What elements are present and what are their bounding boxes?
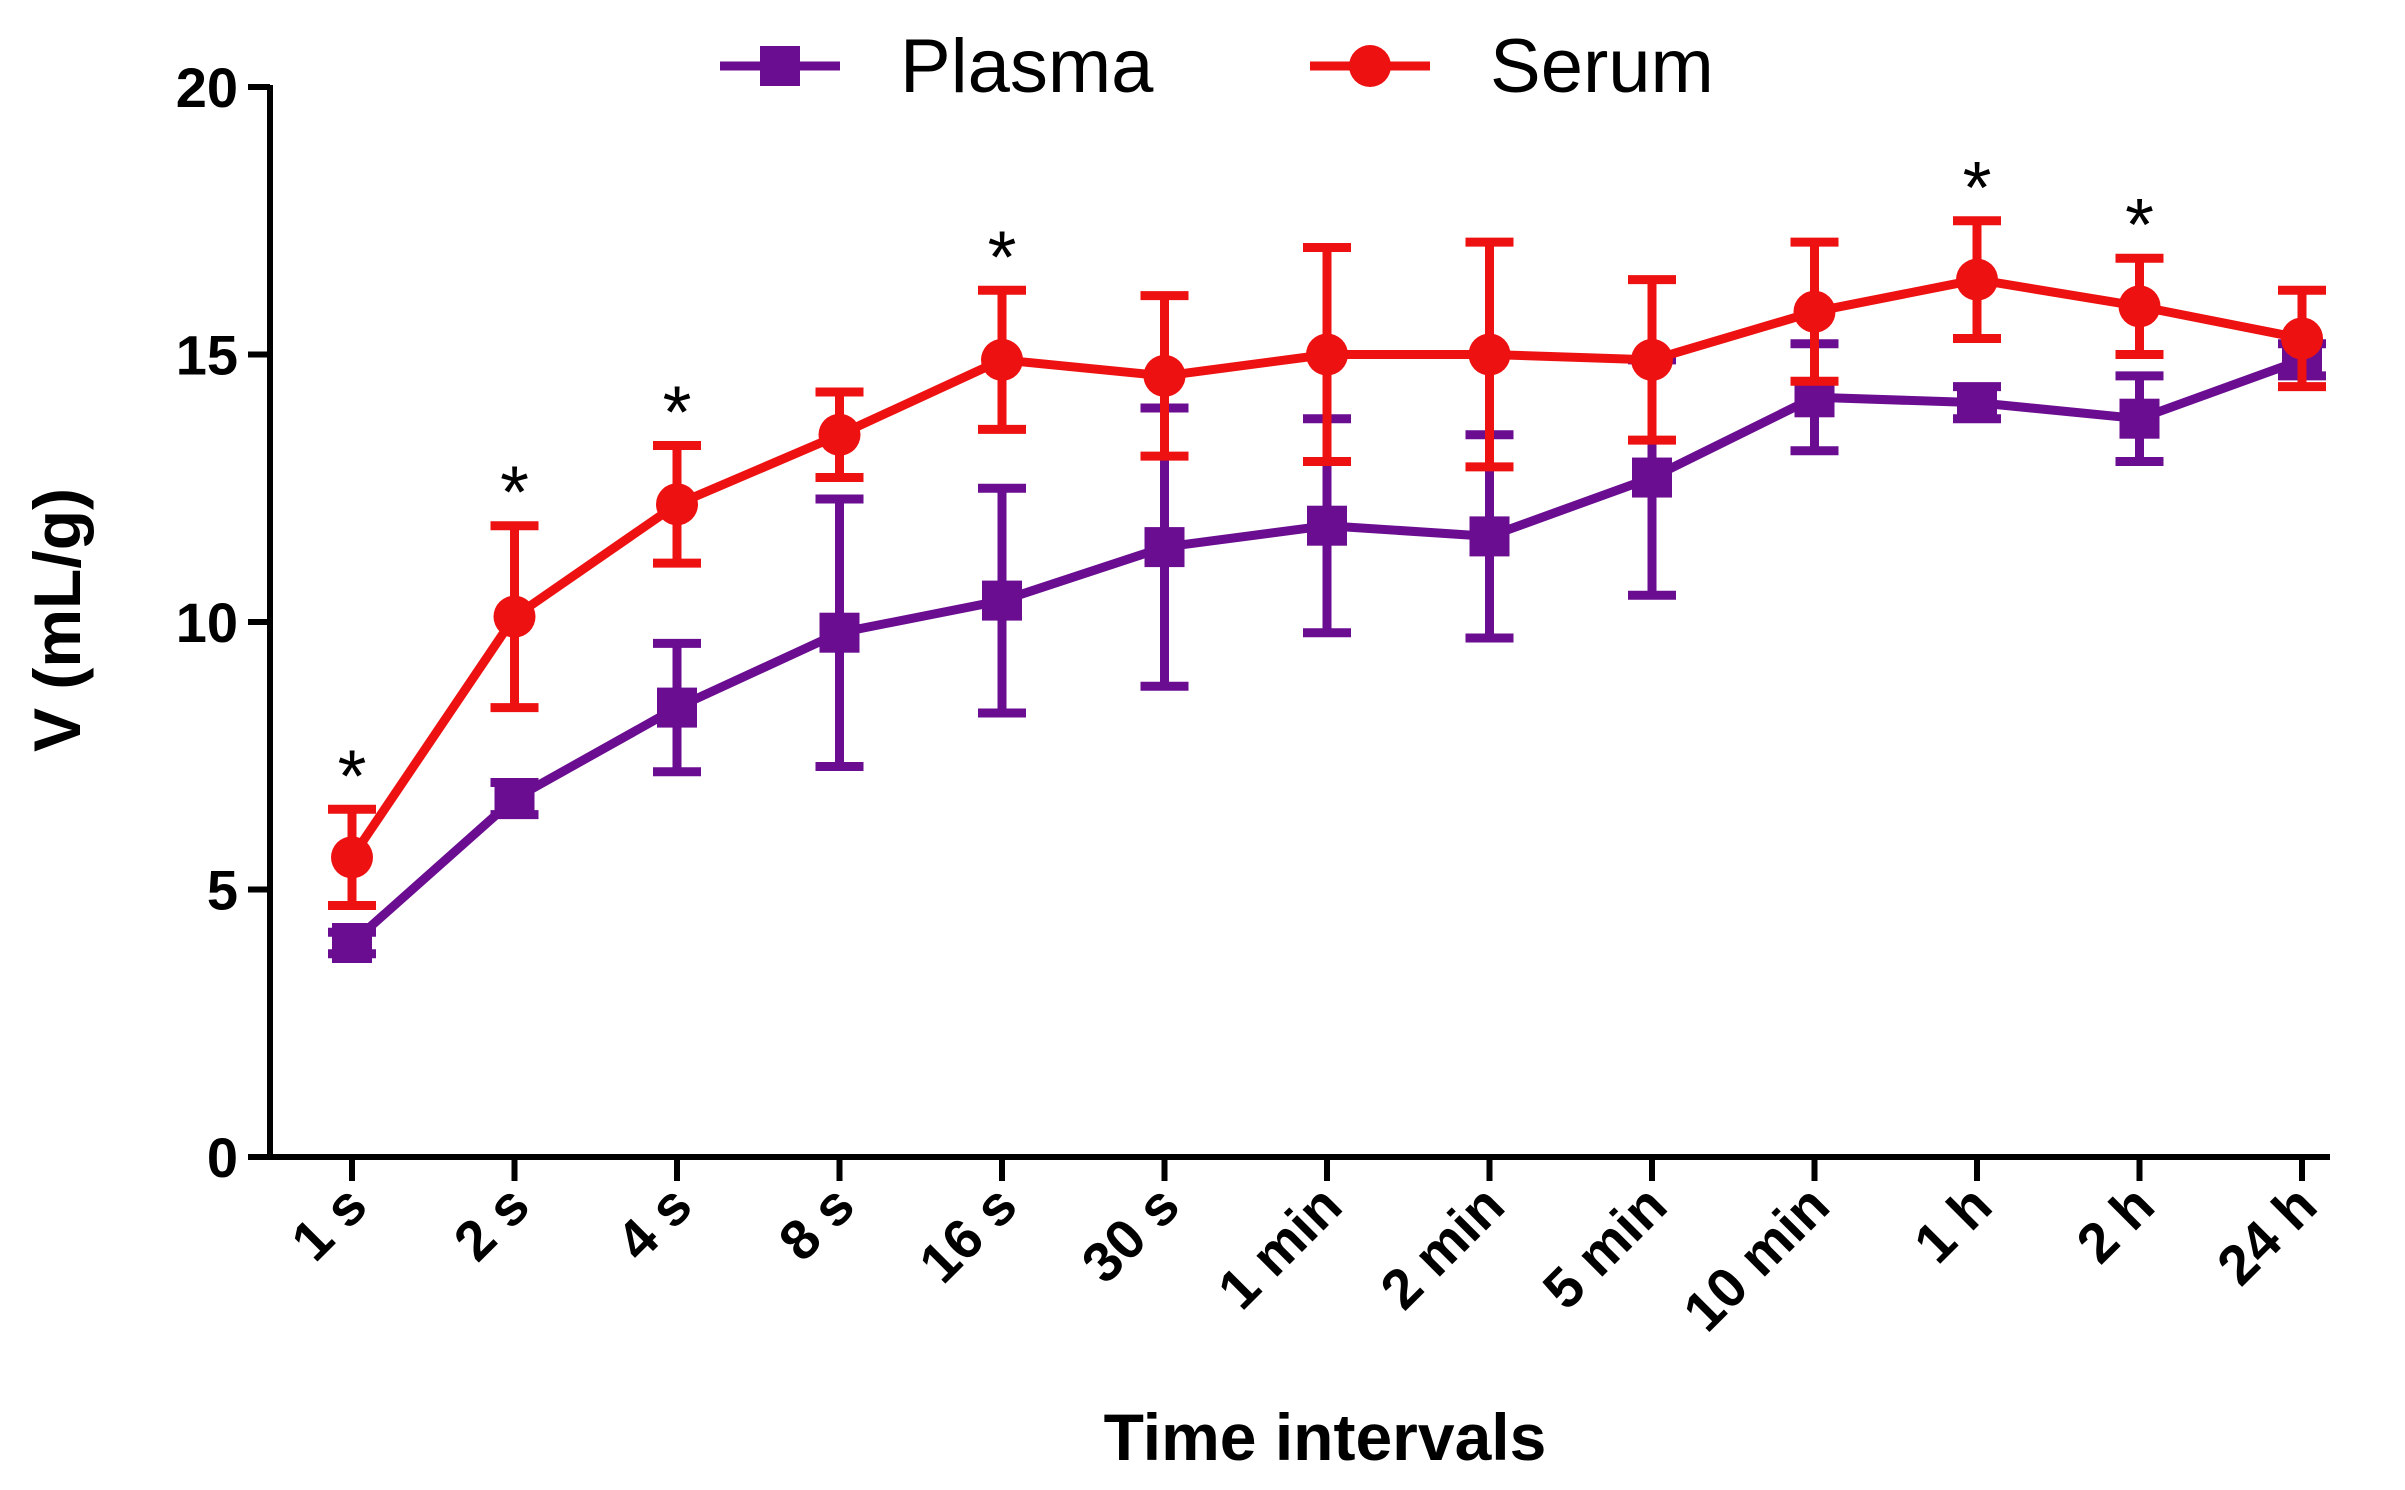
x-tick-label: 1 h <box>1902 1173 2004 1275</box>
x-tick-label: 2 h <box>2064 1173 2166 1275</box>
significance-mark: * <box>663 370 692 453</box>
data-point <box>1956 258 1998 301</box>
y-axis-title: V (mL/g) <box>20 488 94 752</box>
data-point <box>1306 333 1348 376</box>
significance-mark: * <box>2125 183 2154 266</box>
legend-label: Serum <box>1490 24 1714 109</box>
data-point <box>818 413 861 456</box>
data-point <box>2119 398 2160 439</box>
x-tick-label: 8 s <box>766 1173 866 1273</box>
data-point <box>332 923 372 963</box>
legend-marker <box>1349 45 1391 87</box>
x-tick-label: 10 min <box>1671 1173 1841 1343</box>
data-point <box>331 836 373 879</box>
legend-item-serum: Serum <box>1310 24 1714 109</box>
data-point <box>493 595 536 638</box>
data-point <box>2281 317 2323 360</box>
x-tick-label: 24 h <box>2205 1173 2329 1297</box>
y-tick-label: 15 <box>176 324 238 387</box>
data-point <box>494 778 535 819</box>
data-point <box>1307 505 1347 546</box>
data-point <box>1144 527 1185 568</box>
x-tick-label: 4 s <box>604 1173 704 1273</box>
data-point <box>981 338 1023 381</box>
legend-marker <box>760 46 800 86</box>
x-tick-label: 2 s <box>441 1173 541 1273</box>
data-point <box>982 580 1022 621</box>
significance-mark: * <box>1963 146 1992 229</box>
significance-mark: * <box>338 734 367 817</box>
y-tick-label: 10 <box>176 591 238 654</box>
series-serum <box>328 216 2326 911</box>
x-tick-label: 1 s <box>279 1173 379 1273</box>
significance-mark: * <box>500 451 529 534</box>
data-point <box>1631 338 1673 381</box>
significance-mark: * <box>988 215 1017 298</box>
data-point <box>1468 333 1511 376</box>
legend-label: Plasma <box>900 24 1154 109</box>
y-tick-label: 20 <box>176 56 238 119</box>
data-point <box>657 687 697 728</box>
data-point <box>656 483 698 526</box>
x-tick-label: 1 min <box>1206 1173 1354 1321</box>
legend-item-plasma: Plasma <box>720 24 1154 109</box>
data-point <box>1793 290 1836 333</box>
series-layer <box>328 216 2326 963</box>
x-tick-label: 5 min <box>1531 1173 1679 1321</box>
x-tick-label: 2 min <box>1368 1173 1516 1321</box>
data-point <box>2118 285 2161 328</box>
data-point <box>1143 354 1186 397</box>
y-tick-label: 0 <box>207 1126 238 1189</box>
y-tick-label: 5 <box>207 859 238 922</box>
data-point <box>819 612 860 653</box>
data-point <box>1469 516 1510 557</box>
series-plasma <box>328 339 2326 963</box>
x-axis-title: Time intervals <box>1104 1400 1547 1474</box>
x-tick-label: 30 s <box>1069 1173 1191 1295</box>
data-point <box>1632 457 1672 498</box>
legend: Plasma Serum <box>720 24 1714 109</box>
significance-layer: * * * * * * <box>338 146 2154 818</box>
data-point <box>1957 382 1997 423</box>
x-tick-label: 16 s <box>907 1173 1029 1295</box>
